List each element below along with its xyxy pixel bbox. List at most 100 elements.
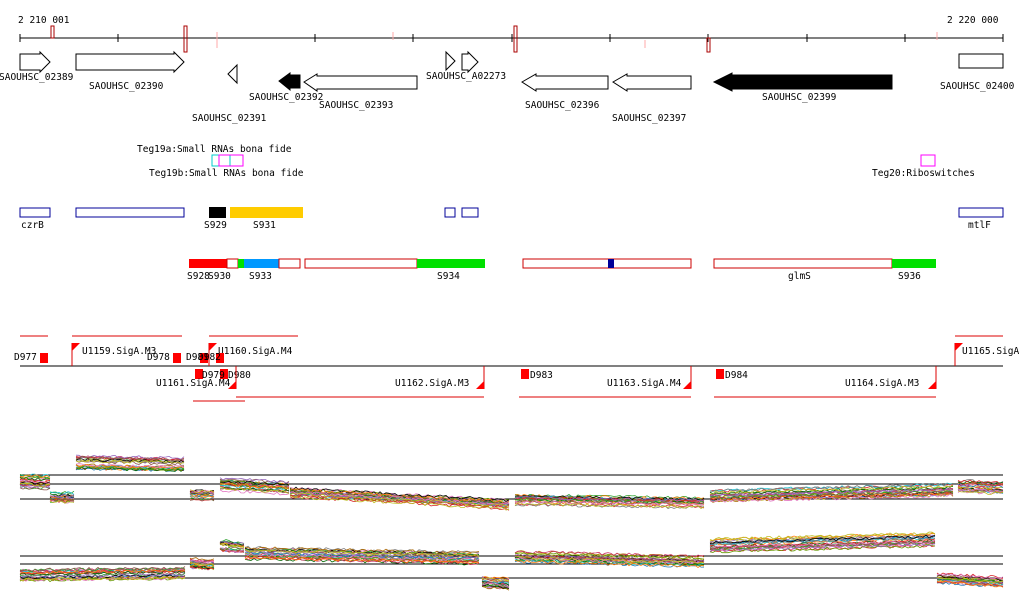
expression-curve [514, 554, 705, 562]
feature-czrb[interactable] [19, 207, 51, 218]
expression-curve [481, 582, 510, 588]
expression-curve [244, 553, 480, 562]
expression-curve [514, 494, 705, 501]
expression-curve [709, 534, 936, 545]
gene-saouhsc-02393[interactable]: SAOUHSC_02393 [303, 73, 418, 111]
segment-mark[interactable] [608, 259, 614, 268]
srna-teg20[interactable] [920, 154, 936, 167]
terminator-d982-label: D982 [198, 352, 221, 363]
segment-outline[interactable] [304, 258, 418, 269]
segment-empty[interactable] [278, 258, 301, 269]
expression-curve [75, 459, 185, 464]
feature-s929[interactable] [209, 207, 226, 218]
feature-box[interactable] [461, 207, 479, 218]
segment-glms[interactable] [713, 258, 893, 269]
expression-curve [19, 575, 186, 582]
expression-curve [189, 491, 215, 495]
expression-curve [190, 565, 215, 571]
segment-s930-label: S930 [208, 271, 231, 282]
expression-curve [75, 463, 185, 469]
feature-box[interactable] [444, 207, 456, 218]
expression-curve [219, 543, 245, 548]
expression-curve [709, 541, 936, 551]
expression-curve [189, 557, 215, 561]
segment-s936[interactable] [892, 259, 936, 268]
gene-saouhsc-02396[interactable]: SAOUHSC_02396 [521, 73, 609, 111]
expression-curve [219, 541, 245, 545]
expression-curve [49, 490, 75, 495]
expression-curve [709, 538, 936, 549]
expression-curve [19, 481, 51, 485]
srna-teg19b[interactable] [218, 154, 244, 167]
expression-curve [936, 577, 1004, 584]
srna-teg19a-label: Teg19a:Small RNAs bona fide [137, 144, 292, 155]
srna-teg19b-label: Teg19b:Small RNAs bona fide [149, 168, 304, 179]
svg-text:SAOUHSC_A02273: SAOUHSC_A02273 [426, 71, 506, 82]
expression-curve [514, 503, 704, 509]
segment-track: S928 S930 S933 S934 glmS S936 [187, 258, 936, 282]
segment-s930[interactable] [226, 258, 239, 269]
expression-curve [19, 573, 186, 579]
expression-curve [189, 498, 215, 502]
gene-saouhsc-02390[interactable]: SAOUHSC_02390 [75, 50, 185, 92]
position-ruler: 2 210 001 2 220 000 [18, 15, 1004, 53]
expression-curve [19, 482, 51, 488]
segment-outline[interactable] [522, 258, 692, 269]
expression-curve [289, 486, 510, 502]
expression-curve [75, 463, 185, 469]
segment-s934[interactable] [417, 259, 485, 268]
expression-curve [481, 578, 510, 583]
expression-curve [244, 546, 480, 554]
gene-saouhsc-02389[interactable]: SAOUHSC_02389 [0, 50, 74, 83]
expression-curve [189, 559, 215, 564]
expression-curve [289, 491, 510, 505]
expression-curve [189, 493, 214, 498]
expression-curve [709, 484, 954, 495]
feature-box[interactable] [75, 207, 185, 218]
gene-saouhsc-02391[interactable]: SAOUHSC_02391 [192, 63, 267, 124]
expression-curves-top [19, 454, 1004, 511]
expression-curve [957, 490, 1004, 495]
expression-curve [244, 555, 480, 564]
srna-teg19a[interactable] [211, 154, 231, 167]
segment-s928[interactable] [189, 259, 227, 268]
gene-saouhsc-a02273[interactable]: SAOUHSC_A02273 [426, 50, 506, 82]
ruler-gap-marks [50, 25, 711, 53]
expression-curve [481, 586, 510, 591]
expression-curve [19, 485, 50, 489]
expression-curve [514, 556, 705, 564]
feature-s931[interactable] [230, 207, 303, 218]
expression-curve [709, 539, 936, 549]
expression-curve [514, 495, 705, 502]
svg-text:SAOUHSC_02400: SAOUHSC_02400 [940, 81, 1015, 92]
segment-s933[interactable] [244, 259, 279, 268]
terminator-d980-label: D980 [228, 370, 251, 381]
expression-curve [514, 550, 705, 558]
gene-saouhsc-02399[interactable]: SAOUHSC_02399 [712, 72, 893, 103]
gene-saouhsc-02397[interactable]: SAOUHSC_02397 [612, 73, 692, 124]
expression-panel-bottom [19, 531, 1004, 591]
svg-text:SAOUHSC_02396: SAOUHSC_02396 [525, 100, 600, 111]
feature-track: czrB S929 S931 mtlF [19, 207, 1004, 231]
expression-panel-top [19, 454, 1004, 511]
expression-curve [189, 563, 215, 569]
expression-curve [19, 474, 51, 479]
expression-curve [49, 494, 75, 498]
expression-curve [709, 542, 936, 552]
expression-curve [75, 465, 185, 471]
expression-curve [957, 485, 1004, 490]
gene-track: SAOUHSC_02389 SAOUHSC_02390 SAOUHSC_0239… [0, 50, 1015, 124]
expression-curve [957, 483, 1004, 488]
terminator-d978-label: D978 [147, 352, 170, 363]
segment-s934-label: S934 [437, 271, 460, 282]
svg-text:SAOUHSC_02397: SAOUHSC_02397 [612, 113, 686, 124]
expression-curve [19, 566, 186, 572]
expression-curve [219, 489, 290, 496]
expression-curve [219, 482, 290, 489]
gene-saouhsc-02400[interactable]: SAOUHSC_02400 [940, 53, 1015, 92]
segment-s933-green[interactable] [238, 259, 244, 268]
feature-mtlf[interactable] [958, 207, 1004, 218]
expression-curve [709, 490, 954, 500]
feature-mtlf-label: mtlF [968, 220, 991, 231]
gene-saouhsc-02392[interactable]: SAOUHSC_02392 [249, 72, 323, 103]
